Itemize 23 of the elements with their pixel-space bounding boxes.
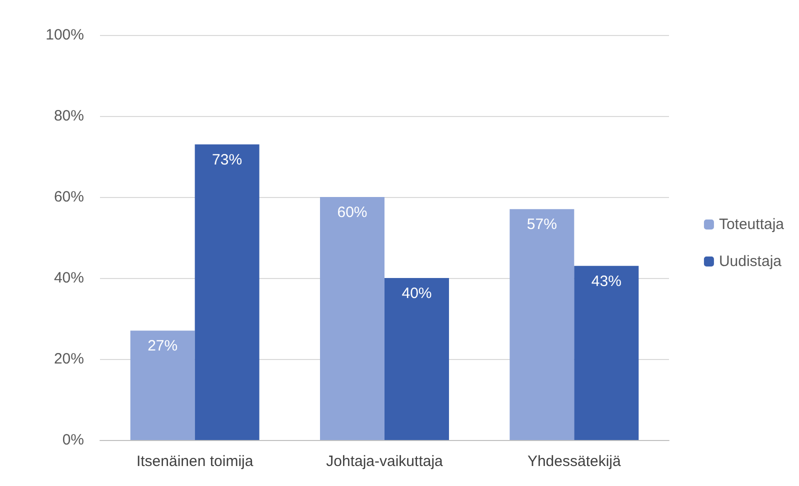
- legend-label: Uudistaja: [718, 253, 782, 270]
- legend-label: Toteuttaja: [718, 216, 785, 233]
- y-tick-label: 0%: [62, 432, 84, 448]
- data-label: 27%: [148, 338, 178, 355]
- x-tick-label: Yhdessätekijä: [527, 453, 622, 470]
- bar: [194, 144, 260, 440]
- data-label: 43%: [591, 272, 622, 290]
- y-tick-label: 40%: [54, 270, 84, 286]
- y-tick-label: 80%: [54, 108, 84, 124]
- bar: [320, 197, 384, 440]
- data-label: 73%: [212, 151, 242, 168]
- y-tick-label: 100%: [46, 26, 84, 44]
- bar: [574, 266, 639, 440]
- bar: [384, 278, 449, 440]
- data-label: 40%: [402, 285, 432, 302]
- data-label: 60%: [337, 204, 368, 221]
- y-tick-label: 20%: [54, 350, 84, 368]
- bar: [510, 209, 574, 440]
- y-tick-label: 60%: [54, 188, 84, 206]
- bar: [130, 330, 195, 440]
- x-tick-label: Itsenäinen toimija: [136, 453, 254, 470]
- data-label: 57%: [526, 216, 557, 234]
- x-tick-label: Johtaja-vaikuttaja: [326, 453, 444, 470]
